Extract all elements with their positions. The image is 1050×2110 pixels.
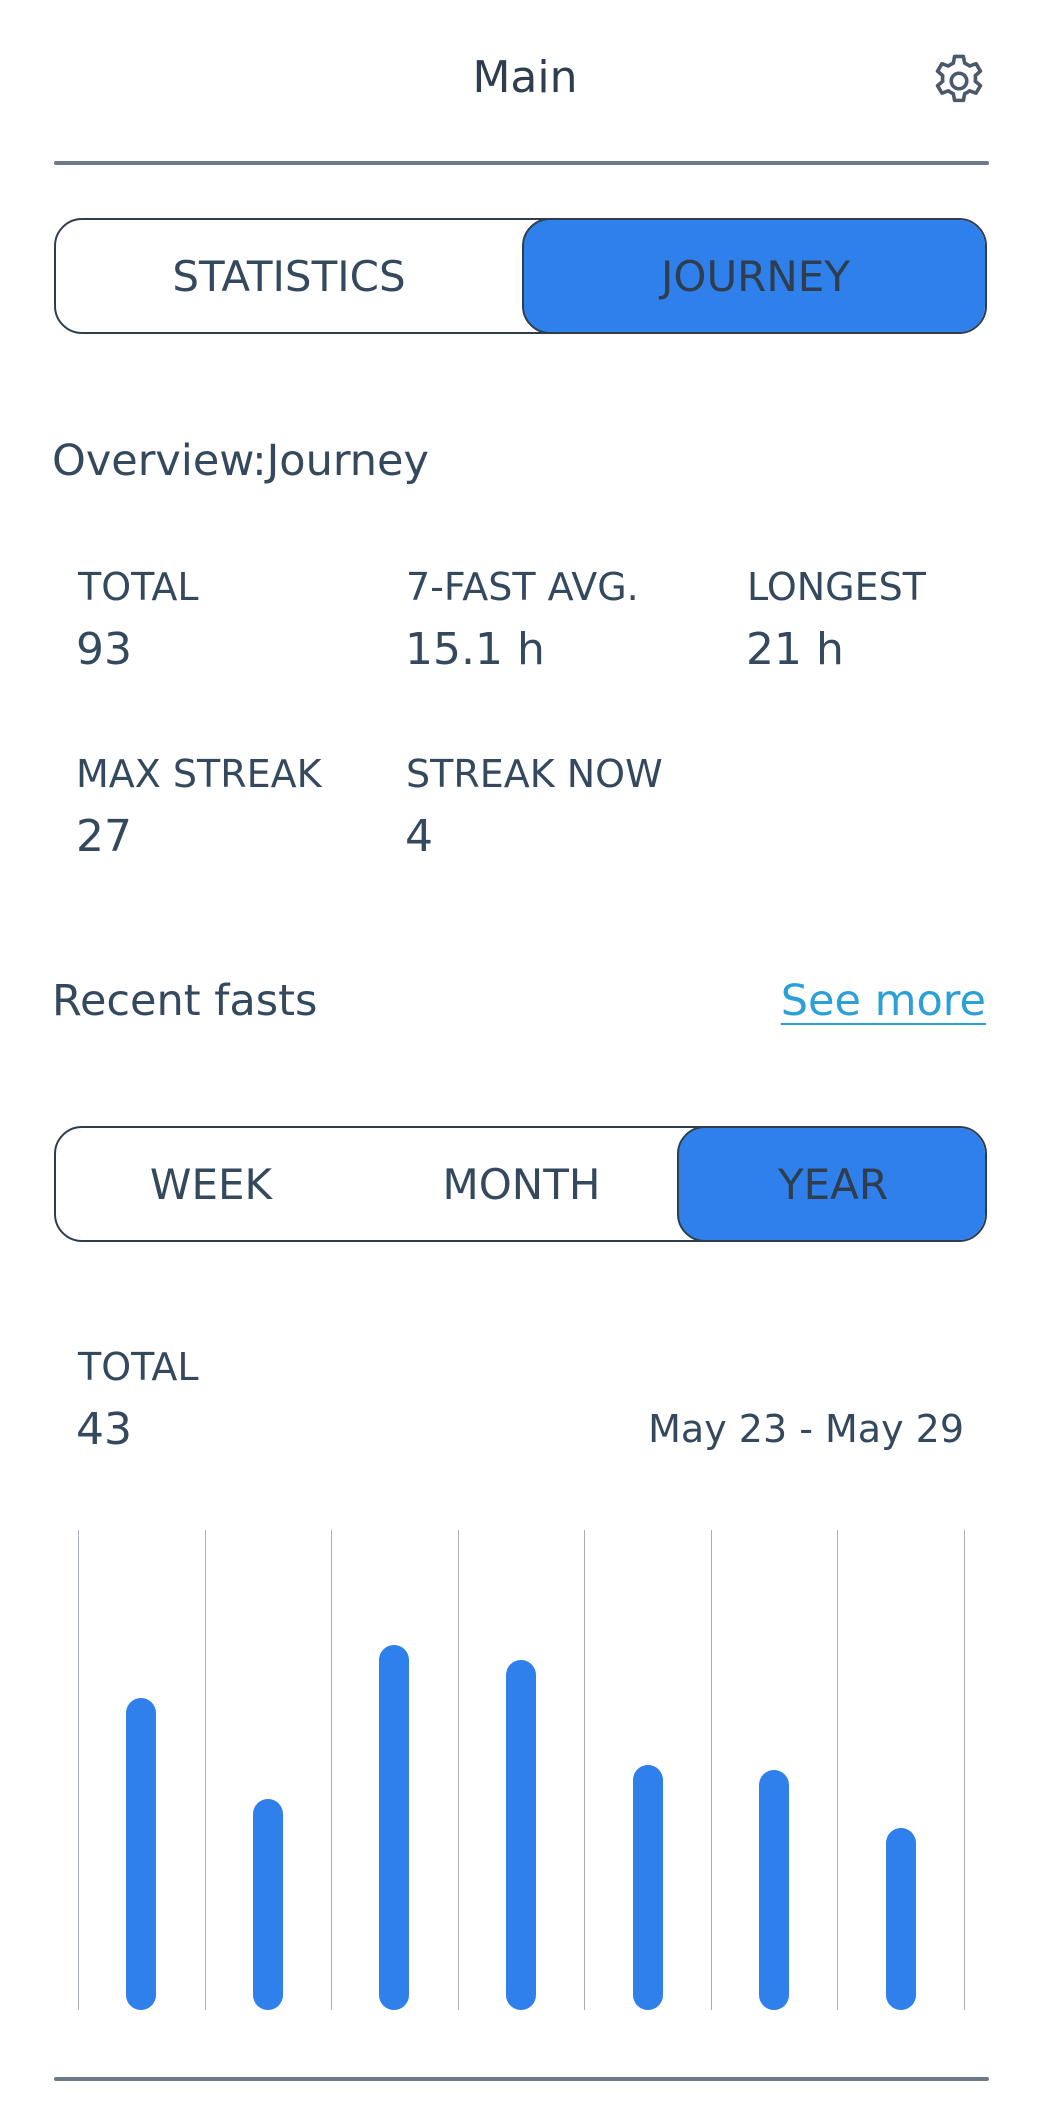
date-range: May 23 - May 29 [648,1407,964,1451]
chart-bar [886,1827,916,2010]
chart-grid-line [205,1530,206,2010]
chart-bar [253,1798,283,2010]
tab-year[interactable]: YEAR [677,1128,985,1240]
chart-bar [633,1765,663,2010]
chart-bar [126,1698,156,2010]
tab-statistics[interactable]: STATISTICS [172,251,406,301]
tab-week[interactable]: WEEK [149,1159,273,1209]
gear-icon[interactable] [928,50,990,112]
fasts-bar-chart [78,1530,965,2010]
stat-streak-now-label: STREAK NOW [406,752,663,796]
bottom-divider [54,2077,989,2081]
stat-streak-now-value: 4 [405,811,433,862]
chart-bar [759,1770,789,2010]
main-tab-control: STATISTICS JOURNEY [54,218,987,334]
see-more-link[interactable]: See more [780,976,986,1026]
period-tab-control: WEEK MONTH YEAR [54,1126,987,1242]
chart-grid-line [711,1530,712,2010]
chart-grid-line [964,1530,965,2010]
stat-max-streak-value: 27 [76,811,132,862]
stat-longest-label: LONGEST [747,565,926,609]
overview-heading: Overview:Journey [52,436,429,486]
chart-grid-line [584,1530,585,2010]
summary-total-label: TOTAL [78,1345,199,1389]
tab-month[interactable]: MONTH [442,1159,601,1209]
stat-total-value: 93 [76,624,132,675]
stat-total-label: TOTAL [78,565,199,609]
chart-grid-line [331,1530,332,2010]
recent-fasts-heading: Recent fasts [52,976,318,1026]
chart-bar [506,1659,536,2010]
header-divider [54,161,989,165]
page-title: Main [472,52,578,103]
stat-avg-label: 7-FAST AVG. [406,565,639,609]
stat-avg-value: 15.1 h [405,624,545,675]
stat-longest-value: 21 h [746,624,844,675]
chart-grid-line [78,1530,79,2010]
stat-max-streak-label: MAX STREAK [76,752,322,796]
chart-grid-line [837,1530,838,2010]
tab-journey[interactable]: JOURNEY [522,220,985,332]
chart-bar [379,1645,409,2010]
chart-grid-line [458,1530,459,2010]
summary-total-value: 43 [76,1404,132,1455]
